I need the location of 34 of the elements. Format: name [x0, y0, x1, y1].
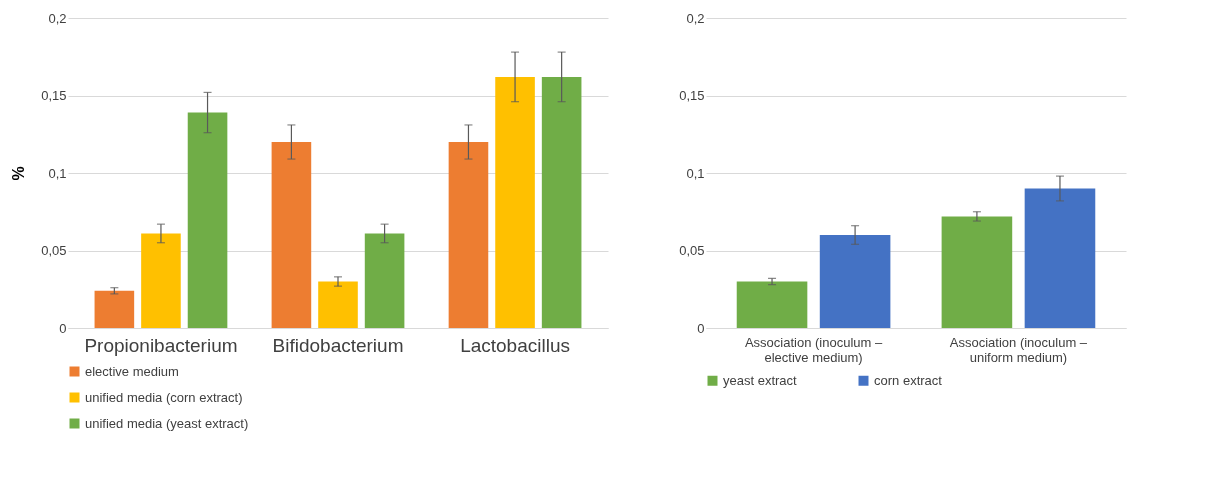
y-tick-label: 0,15 — [679, 88, 705, 103]
y-tick-label: 0 — [59, 320, 67, 336]
bar — [736, 281, 808, 328]
x-tick-label: Lactobacillus — [460, 334, 570, 356]
bar — [94, 290, 135, 328]
bar — [448, 142, 489, 328]
bar — [364, 233, 405, 328]
bar — [819, 235, 891, 328]
legend-label: elective medium — [85, 363, 179, 379]
x-tick-label: Propionibacterium — [84, 334, 238, 356]
legend-label: corn extract — [874, 372, 943, 388]
y-tick-label: 0,2 — [48, 10, 67, 26]
y-tick-label: 0 — [697, 320, 705, 336]
y-tick-label: 0,2 — [686, 10, 705, 26]
y-tick-label: 0,05 — [41, 243, 67, 258]
x-tick-label: Association (inoculum – elective medium) — [744, 334, 883, 365]
bar — [318, 281, 358, 328]
legend-label: unified media (corn extract) — [85, 389, 243, 405]
bar — [541, 76, 582, 328]
y-tick-label: 0,1 — [48, 165, 67, 181]
bar — [495, 76, 535, 328]
y-tick-label: 0,05 — [679, 243, 705, 258]
legend-label: yeast extract — [723, 372, 798, 388]
y-axis-title: % — [10, 166, 28, 181]
legend-label: unified media (yeast extract) — [85, 415, 249, 431]
bar — [941, 216, 1013, 328]
x-tick-label: Bifidobacterium — [272, 334, 404, 356]
y-tick-label: 0,1 — [686, 165, 705, 181]
bar — [1024, 188, 1096, 328]
bar — [271, 142, 312, 328]
x-tick-label: Association (inoculum – uniform medium) — [949, 334, 1088, 365]
bar — [141, 233, 181, 328]
bar — [187, 112, 228, 328]
y-tick-label: 0,15 — [41, 88, 67, 103]
